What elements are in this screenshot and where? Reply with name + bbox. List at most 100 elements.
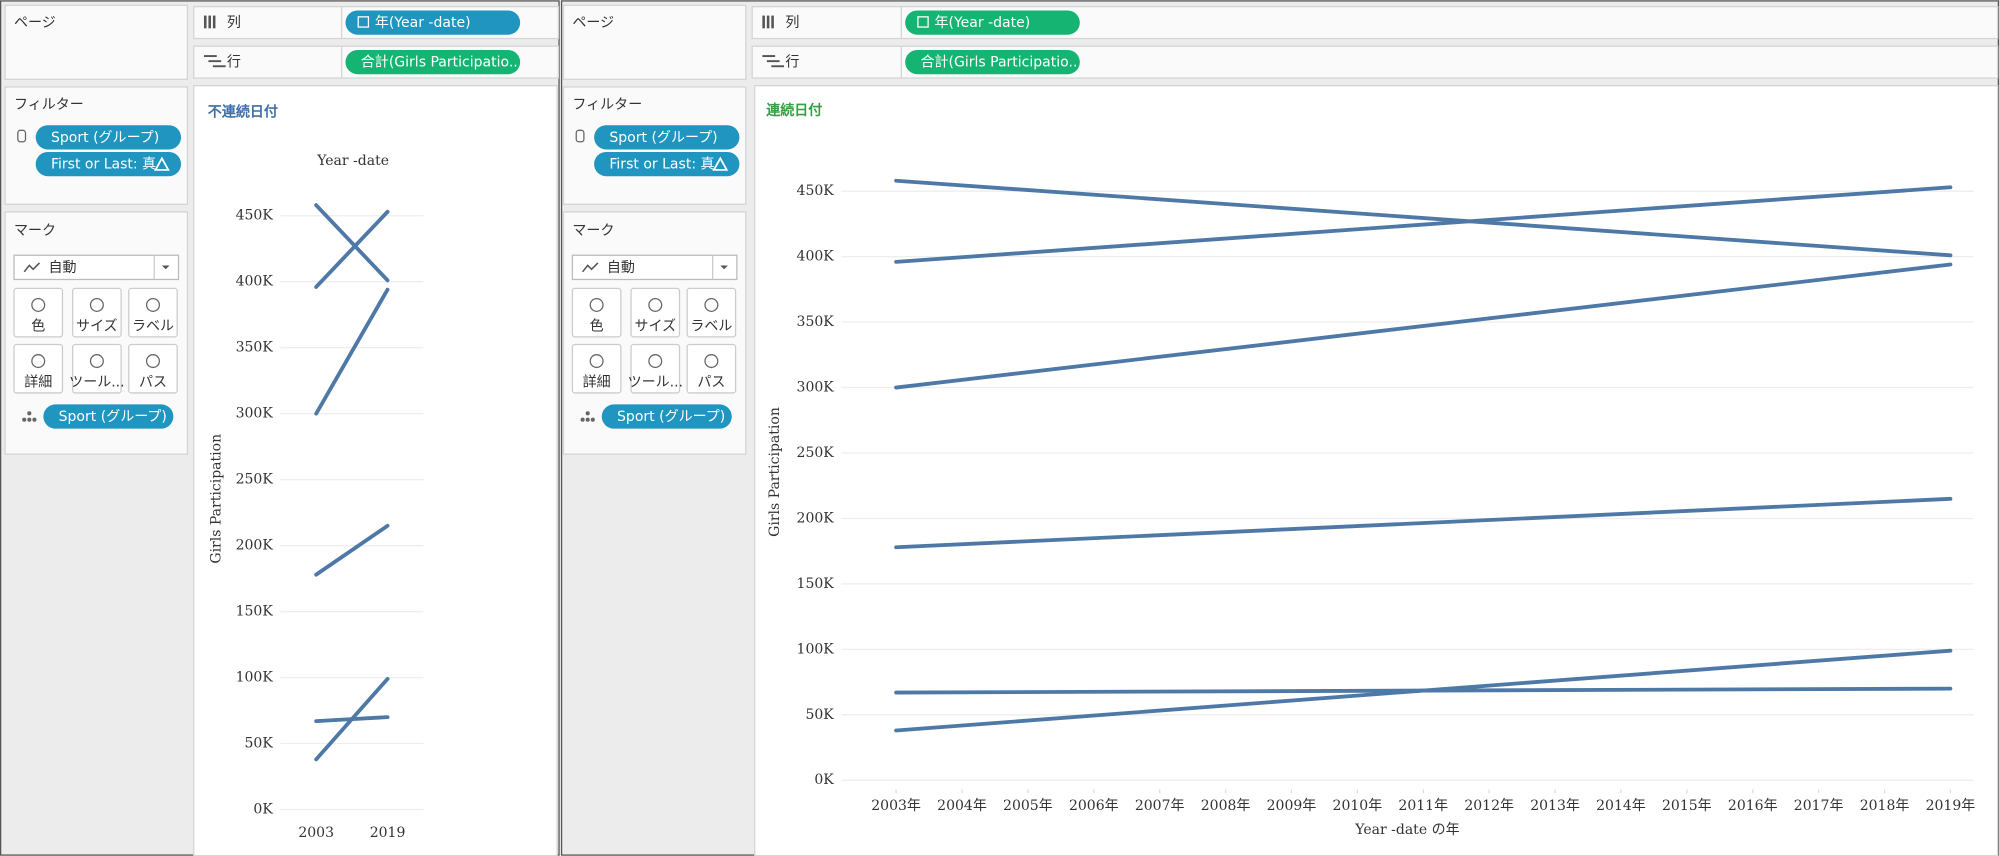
mark-button-label[interactable]: 色 [590, 318, 604, 335]
series-line [894, 262, 1953, 390]
marks-title: マーク [572, 223, 614, 239]
dropdown-arrow [720, 265, 728, 270]
y-tick-label: 0K [814, 772, 834, 788]
x-tick-label: 2013年 [1530, 798, 1580, 814]
filter-pill-label[interactable]: First or Last: 真 [51, 157, 156, 173]
x-tick-label: 2016年 [1728, 798, 1778, 814]
mark-button-icon [31, 354, 46, 369]
delta-icon [154, 156, 170, 171]
y-tick-label: 50K [245, 736, 274, 752]
mark-type-dropdown[interactable] [13, 254, 180, 281]
detail-pill[interactable] [43, 404, 174, 429]
mark-button-icon [704, 354, 719, 369]
series-line [894, 496, 1953, 550]
mark-button[interactable] [72, 287, 122, 338]
mark-button-icon [145, 297, 160, 312]
mark-button-label[interactable]: ラベル [132, 319, 174, 335]
mark-button-icon [89, 297, 104, 312]
x-tick-label: 2019 [370, 825, 406, 841]
shelf-icon [212, 65, 226, 68]
mark-type[interactable]: 自動 [607, 260, 635, 276]
mark-button-label[interactable]: パス [697, 375, 725, 391]
x-tick-label: 2017年 [1794, 798, 1844, 814]
x-tick-label: 2007年 [1135, 798, 1185, 814]
detail-pill-label[interactable]: Sport (グループ) [617, 409, 725, 425]
datasource-icon [575, 129, 585, 143]
shelf-icon [766, 60, 780, 63]
shelf-pill[interactable] [345, 50, 521, 75]
mark-button[interactable] [72, 343, 122, 394]
x-tick-label: 2012年 [1464, 798, 1514, 814]
mark-button-label[interactable]: 色 [31, 318, 45, 335]
shelf-pill[interactable] [905, 10, 1080, 35]
mark-button[interactable] [13, 287, 64, 338]
shelf-pill-label[interactable]: 合計(Girls Participatio.. [920, 55, 1077, 71]
shelf-pill-label[interactable]: 年(Year -date) [934, 15, 1030, 31]
mark-button-label[interactable]: ラベル [690, 319, 732, 335]
mark-button-label[interactable]: サイズ [634, 319, 676, 335]
mark-button[interactable] [128, 287, 178, 338]
detail-icon [22, 417, 27, 422]
mark-button[interactable] [571, 287, 622, 338]
y-tick-label: 0K [253, 802, 273, 818]
shelf-icon [771, 65, 785, 68]
mark-button-icon [704, 297, 719, 312]
shelf-label: 行 [785, 55, 799, 71]
filter-pill-label[interactable]: Sport (グループ) [609, 130, 717, 146]
y-tick-label: 150K [236, 604, 274, 620]
mark-button[interactable] [686, 343, 737, 394]
y-tick-label: 50K [805, 707, 834, 723]
mark-button-icon [648, 354, 663, 369]
mark-button-label[interactable]: パス [139, 375, 167, 391]
mark-type-dropdown[interactable] [571, 254, 738, 281]
series-line [314, 203, 390, 283]
mark-button-label[interactable]: ツール... [69, 375, 124, 391]
shelf-pill[interactable] [345, 10, 521, 35]
mark-button[interactable] [630, 343, 681, 394]
y-tick-label: 150K [797, 576, 835, 592]
shelf-icon [208, 15, 211, 29]
shelf-label: 行 [227, 55, 241, 71]
y-tick-label: 200K [236, 538, 274, 554]
detail-icon [27, 417, 32, 422]
shelf-label: 列 [227, 15, 241, 31]
detail-pill-label[interactable]: Sport (グループ) [59, 409, 167, 425]
mark-type-icon [23, 262, 41, 273]
mark-button[interactable] [630, 287, 681, 338]
filter-pill[interactable] [594, 151, 740, 177]
shelf-icon [203, 55, 217, 58]
mark-button[interactable] [571, 343, 622, 394]
x-tick-label: 2003年 [871, 798, 921, 814]
shelf-pill-label[interactable]: 合計(Girls Participatio.. [361, 55, 518, 71]
filter-pill[interactable] [35, 151, 182, 177]
mark-button-label[interactable]: 詳細 [24, 375, 52, 391]
mark-button-label[interactable]: サイズ [76, 319, 118, 335]
detail-pill[interactable] [601, 404, 732, 429]
shelf-icon [771, 15, 774, 29]
filter-pill[interactable] [594, 125, 740, 150]
mark-button[interactable] [128, 343, 178, 394]
mark-type[interactable]: 自動 [48, 260, 76, 276]
mark-button[interactable] [13, 343, 64, 394]
mark-button[interactable] [686, 287, 737, 338]
shelf-pill[interactable] [905, 50, 1080, 75]
date-icon [917, 16, 929, 28]
filter-pill[interactable] [35, 125, 182, 150]
card [4, 4, 189, 80]
series-line [894, 648, 1953, 733]
shelf-pill-label[interactable]: 年(Year -date) [375, 15, 471, 31]
detail-icon [32, 417, 37, 422]
y-tick-label: 250K [797, 445, 835, 461]
y-tick-label: 400K [236, 274, 274, 290]
mark-button-label[interactable]: 詳細 [583, 375, 611, 391]
chart-title: 不連続日付 [208, 103, 278, 120]
x-tick-label: 2011年 [1398, 798, 1448, 814]
y-tick-label: 100K [236, 670, 274, 686]
mark-button-label[interactable]: ツール... [628, 375, 683, 391]
filter-pill-label[interactable]: Sport (グループ) [51, 130, 159, 146]
y-tick-label: 200K [797, 510, 835, 526]
filter-pill-label[interactable]: First or Last: 真 [609, 157, 714, 173]
y-axis-title: Girls Participation [767, 407, 783, 537]
filters-title: フィルター [572, 97, 642, 113]
